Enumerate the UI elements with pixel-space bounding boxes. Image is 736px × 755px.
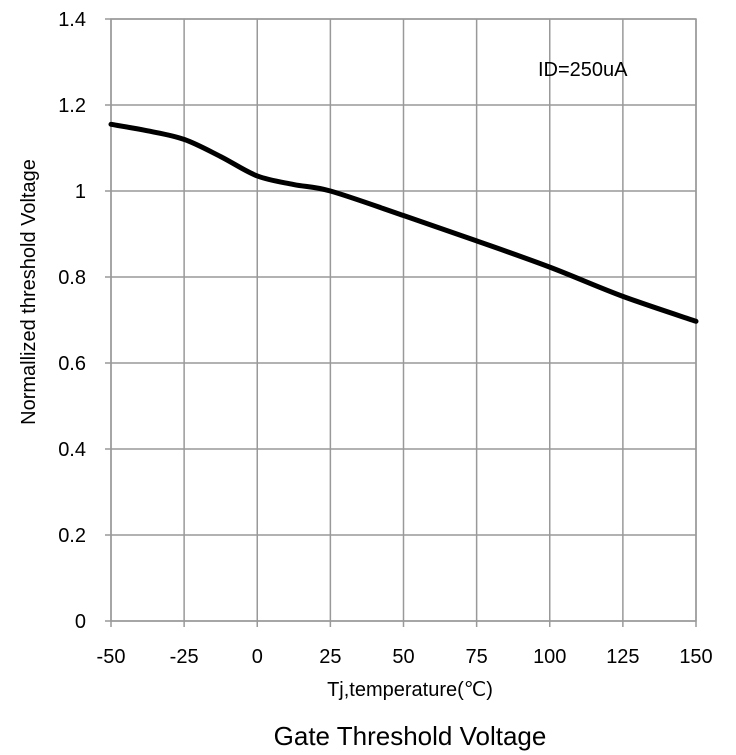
x-tick-label: -25	[170, 646, 199, 668]
axis-ticks: -50 -25 0 25 50 75 100 125 150 0 0.2 0.4 0.6 0.8 1 1.2 1…	[58, 9, 713, 668]
x-tick-label: -50	[97, 646, 126, 668]
x-tick-label: 25	[319, 646, 341, 668]
x-tick-label: 75	[466, 646, 488, 668]
grid	[111, 19, 696, 621]
y-tick-label: 0.2	[58, 525, 86, 547]
y-axis-title: Normallized threshold Voltage	[18, 159, 40, 425]
x-axis-title: Tj,temperature(℃)	[327, 679, 493, 701]
condition-annotation: ID=250uA	[538, 59, 628, 81]
x-tick-label: 150	[679, 646, 712, 668]
chart-title: Gate Threshold Voltage	[274, 721, 547, 751]
x-tick-label: 125	[606, 646, 639, 668]
x-tick-label: 50	[392, 646, 414, 668]
y-tick-label: 1.4	[58, 9, 86, 31]
y-tick-label: 1.2	[58, 95, 86, 117]
x-tick-label: 0	[252, 646, 263, 668]
y-tick-label: 0	[75, 611, 86, 633]
y-tick-label: 0.4	[58, 439, 86, 461]
x-tick-label: 100	[533, 646, 566, 668]
y-tick-label: 0.8	[58, 267, 86, 289]
y-tick-label: 1	[75, 181, 86, 203]
y-tick-label: 0.6	[58, 353, 86, 375]
